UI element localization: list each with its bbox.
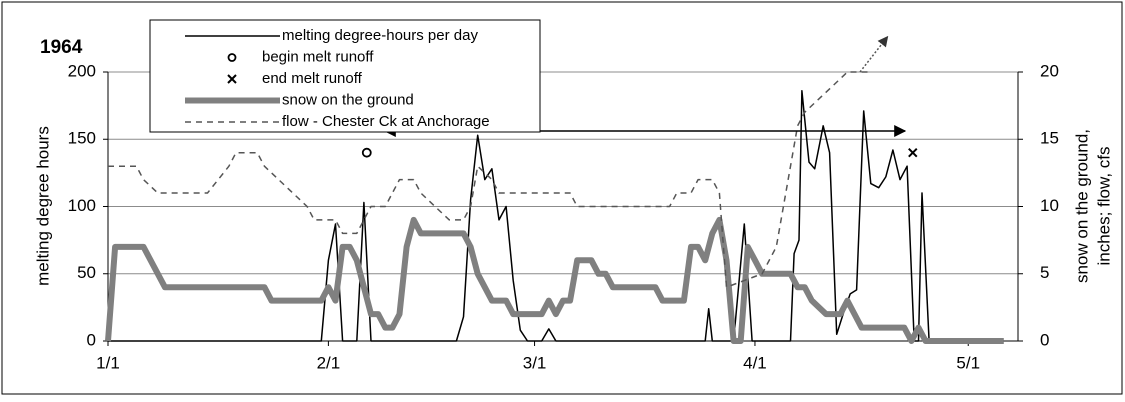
x-tick-label: 5/1 xyxy=(956,353,980,372)
legend-label: flow - Chester Ck at Anchorage xyxy=(282,113,490,130)
y2-tick-label: 0 xyxy=(1040,330,1049,349)
legend-box xyxy=(149,19,541,133)
plot-area xyxy=(105,71,1004,344)
legend-symbol xyxy=(227,53,237,62)
y-tick-label: 200 xyxy=(68,61,96,80)
x-tick-label: 4/1 xyxy=(743,353,767,372)
y2-tick-label: 5 xyxy=(1040,263,1049,282)
legend-symbol xyxy=(227,74,237,84)
y2-axis-label: inches; flow, cfs xyxy=(1094,146,1113,265)
y2-tick-label: 20 xyxy=(1040,61,1059,80)
series-line xyxy=(105,216,1004,344)
y-tick-label: 150 xyxy=(68,129,96,148)
end-marker xyxy=(908,147,918,158)
series-line xyxy=(108,90,1004,342)
y-tick-label: 50 xyxy=(77,263,96,282)
grid: 0 50 100 150 200 0 5 10 15 20 1/1 2/1 3/1 4/1 5/1 xyxy=(68,61,1059,372)
y-tick-label: 100 xyxy=(68,196,96,215)
begin-marker xyxy=(361,147,372,158)
chart-title: 1964 xyxy=(40,37,83,58)
legend-label: melting degree-hours per day xyxy=(282,27,478,44)
legend-label: begin melt runoff xyxy=(262,48,374,65)
flow-offscale-arrow xyxy=(859,35,889,73)
x-tick-label: 2/1 xyxy=(317,353,341,372)
y-tick-label: 0 xyxy=(87,330,96,349)
frame xyxy=(1,1,1123,395)
legend: melting degree-hours per day begin melt r… xyxy=(149,19,541,133)
y2-tick-label: 15 xyxy=(1040,129,1059,148)
y2-axis-label: snow on the ground, xyxy=(1072,129,1091,283)
x-tick-label: 1/1 xyxy=(96,353,120,372)
legend-label: end melt runoff xyxy=(262,70,363,87)
legend-label: snow on the ground xyxy=(282,91,414,108)
y-axis-label: melting degree hours xyxy=(33,126,52,286)
y2-tick-label: 10 xyxy=(1040,196,1059,215)
x-tick-label: 3/1 xyxy=(523,353,547,372)
series-line xyxy=(108,71,869,288)
